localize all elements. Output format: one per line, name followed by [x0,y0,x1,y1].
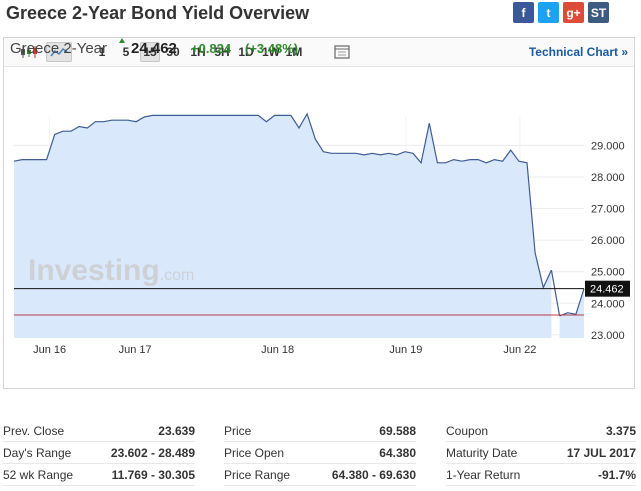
stat-label: Prev. Close [3,424,65,438]
interval-1d-button[interactable]: 1D [238,45,254,59]
interval-5h-button[interactable]: 5H [214,45,230,59]
stat-label: Maturity Date [446,446,518,460]
area-fill [559,288,584,338]
stat-label: Day's Range [3,446,72,460]
y-tick-label: 28.000 [591,172,625,184]
stat-row: Prev. Close 23.639 [3,420,195,442]
chart-panel: 1 5 15 30 1H 5H 1D 1W 1M Technical Chart » 29.00… [3,37,635,389]
price-chart: 29.000 28.000 27.000 26.000 25.000 24.000 23.0… [4,67,634,388]
up-arrow-icon [119,38,125,43]
stat-value: 69.588 [379,424,416,438]
area-chart-icon[interactable] [46,42,72,62]
y-tick-label: 26.000 [591,235,625,247]
stat-value: 3.375 [605,424,636,438]
price-line [559,288,585,317]
stat-value: -91.7% [597,468,636,482]
watermark-suffix: .com [160,267,195,284]
stat-label: Price Open [224,446,285,460]
price-change: +0.824 [191,41,232,56]
stats-column-3: Coupon 3.375 Maturity Date 17 JUL 2017 1-Yea… [446,420,636,486]
interval-1h-button[interactable]: 1H [190,45,206,59]
stat-label: Price [224,424,252,438]
x-tick-label: Jun 19 [389,344,422,356]
price-line [550,270,561,317]
stat-row: 1-Year Return -91.7% [446,464,636,486]
y-tick-label: 29.000 [591,140,625,152]
stat-label: Coupon [446,424,489,438]
interval-1w-button[interactable]: 1W [262,45,280,59]
stat-value: 17 JUL 2017 [566,446,636,460]
watermark-brand: Investing [28,254,160,287]
stat-label: 1-Year Return [446,468,521,482]
interval-1m-button[interactable]: 1M [285,45,303,59]
stat-row: Maturity Date 17 JUL 2017 [446,442,636,464]
area-fill [14,113,552,338]
price-line [13,112,552,290]
x-tick-label: Jun 22 [503,344,536,356]
page-title: Greece 2-Year Bond Yield Overview [6,3,310,23]
calendar-icon[interactable] [331,42,353,62]
stat-row: Price Range 64.380 - 69.630 [224,464,416,486]
stat-value: 23.602 - 28.489 [110,446,195,460]
price-change-percent: (+3.48%) [245,41,299,56]
candlestick-icon[interactable] [18,42,40,62]
facebook-icon[interactable]: f [513,2,534,23]
x-tick-label: Jun 16 [33,344,66,356]
interval-15-button[interactable]: 15 [140,42,160,62]
current-price-tag [585,280,630,297]
last-price: 24.462 [131,40,177,57]
interval-1-button[interactable]: 1 [98,45,106,59]
twitter-icon[interactable]: t [538,2,559,23]
stat-value: 64.380 - 69.630 [331,468,416,482]
stat-row: Day's Range 23.602 - 28.489 [3,442,195,464]
stat-value: 23.639 [158,424,195,438]
stats-column-1: Prev. Close 23.639 Day's Range 23.602 - 28.… [3,420,195,486]
stats-column-2: Price 69.588 Price Open 64.380 Price Range 64… [224,420,416,486]
stocktwits-icon[interactable]: ST [588,2,609,23]
y-tick-label: 25.000 [591,267,625,279]
technical-chart-link[interactable]: Technical Chart » [528,45,628,59]
stat-value: 11.769 - 30.305 [111,468,195,482]
interval-5-button[interactable]: 5 [122,45,130,59]
stat-row: Coupon 3.375 [446,420,636,442]
x-tick-label: Jun 18 [261,344,294,356]
current-price-label: 24.462 [590,284,624,296]
stat-row: Price Open 64.380 [224,442,416,464]
stat-row: 52 wk Range 11.769 - 30.305 [3,464,195,486]
y-tick-label: 27.000 [591,204,625,216]
x-tick-label: Jun 17 [119,344,152,356]
social-share-bar: f t g+ ST [513,2,609,23]
interval-30-button[interactable]: 30 [166,45,180,59]
investing-watermark: Investing.com [28,254,194,287]
google-plus-icon[interactable]: g+ [563,2,584,23]
y-tick-label: 23.000 [591,330,625,342]
stat-label: 52 wk Range [3,468,74,482]
y-tick-label: 24.000 [591,298,625,310]
stat-value: 64.380 [379,446,416,460]
stat-label: Price Range [224,468,291,482]
chart-toolbar: 1 5 15 30 1H 5H 1D 1W 1M Technical Chart » [4,38,634,67]
instrument-name: Greece 2-Year [10,40,108,57]
stat-row: Price 69.588 [224,420,416,442]
